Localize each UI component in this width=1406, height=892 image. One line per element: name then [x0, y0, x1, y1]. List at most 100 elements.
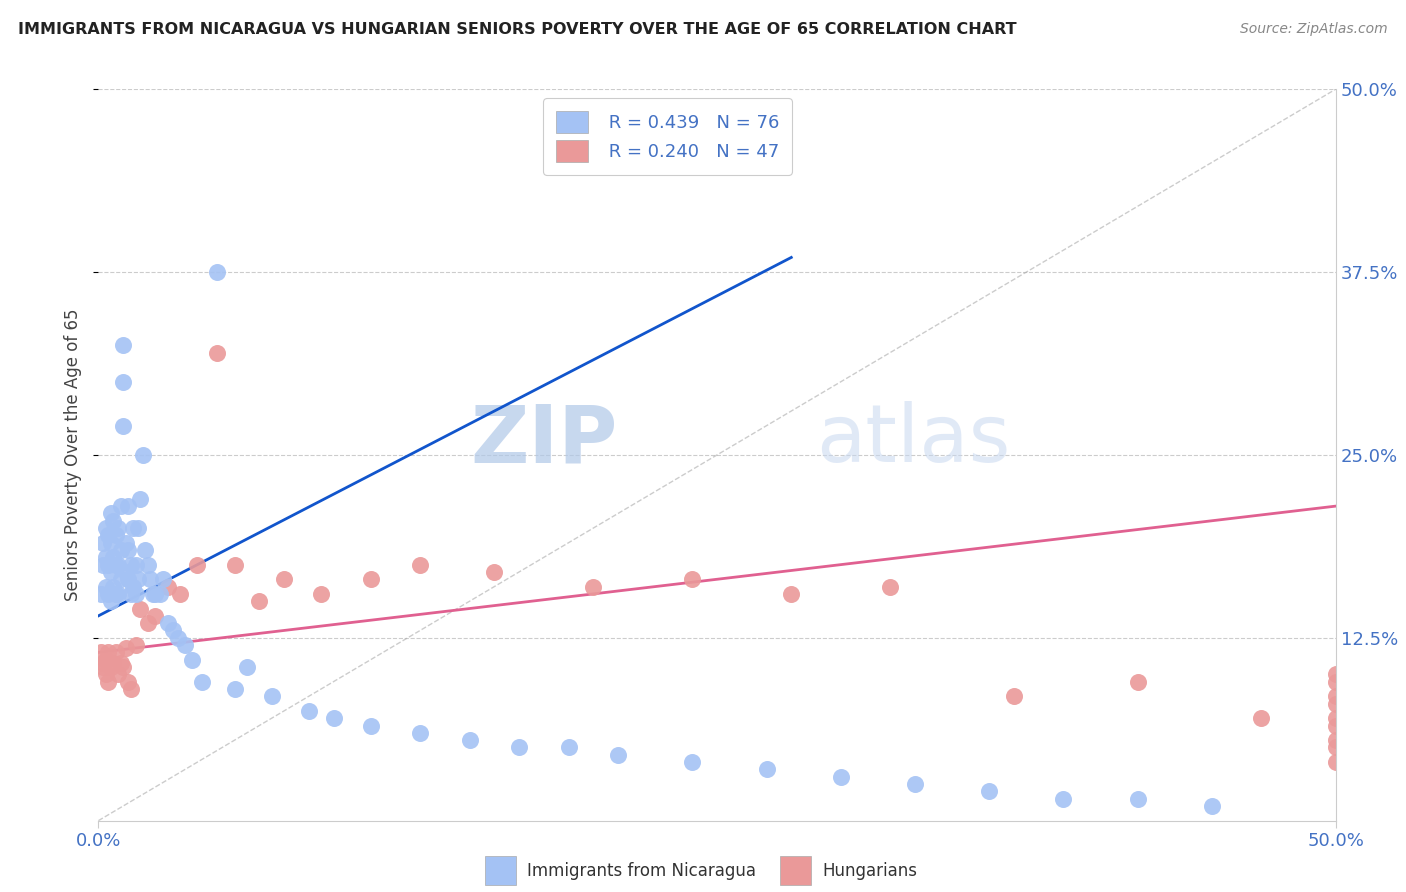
Point [322, 711, 344, 725]
Point [90, 587, 112, 601]
Point [1324, 733, 1347, 747]
Point [236, 660, 259, 674]
Point [143, 608, 166, 623]
Point [458, 733, 481, 747]
Point [174, 638, 197, 652]
Point [508, 740, 530, 755]
Point [360, 572, 382, 586]
Point [1126, 674, 1149, 689]
Point [103, 580, 125, 594]
Point [127, 521, 149, 535]
Point [90, 645, 112, 659]
Point [1324, 755, 1347, 769]
Point [114, 640, 136, 655]
Point [117, 499, 139, 513]
Point [114, 535, 136, 549]
Text: ZIP: ZIP [471, 401, 619, 479]
Point [132, 448, 155, 462]
Point [104, 528, 127, 542]
Point [166, 631, 188, 645]
Point [100, 507, 122, 521]
Point [1201, 799, 1223, 814]
Point [139, 572, 162, 586]
Point [93, 558, 115, 572]
Point [124, 558, 146, 572]
Point [298, 704, 321, 718]
Text: atlas: atlas [815, 401, 1011, 479]
Point [1324, 718, 1347, 732]
Point [582, 580, 605, 594]
Point [110, 656, 132, 670]
Point [260, 690, 283, 704]
Point [129, 601, 152, 615]
Point [127, 572, 149, 586]
Point [103, 550, 125, 565]
Point [1052, 791, 1074, 805]
Point [1324, 674, 1347, 689]
Point [205, 265, 228, 279]
Point [114, 565, 136, 579]
Point [136, 616, 159, 631]
Point [134, 543, 156, 558]
Y-axis label: Seniors Poverty Over the Age of 65: Seniors Poverty Over the Age of 65 [65, 309, 83, 601]
Text: Immigrants from Nicaragua: Immigrants from Nicaragua [527, 862, 756, 880]
Point [830, 770, 852, 784]
Point [484, 565, 506, 579]
Point [1324, 711, 1347, 725]
Point [181, 653, 204, 667]
Point [409, 558, 432, 572]
Point [110, 499, 132, 513]
Point [124, 587, 146, 601]
Point [97, 528, 120, 542]
Point [169, 587, 191, 601]
Point [100, 660, 122, 674]
Point [110, 572, 132, 586]
Point [309, 587, 332, 601]
Point [904, 777, 927, 791]
Point [100, 565, 122, 579]
Point [103, 514, 125, 528]
Point [103, 656, 125, 670]
Point [247, 594, 270, 608]
Point [191, 674, 214, 689]
Point [142, 587, 165, 601]
Point [110, 543, 132, 558]
Point [607, 747, 630, 762]
Point [149, 587, 172, 601]
Point [152, 572, 174, 586]
Point [94, 521, 117, 535]
Point [205, 345, 228, 359]
Point [107, 521, 129, 535]
Point [107, 558, 129, 572]
Point [122, 580, 145, 594]
Point [360, 718, 382, 732]
Point [557, 740, 579, 755]
Point [94, 550, 117, 565]
Point [117, 572, 139, 586]
Legend:  R = 0.439   N = 76,  R = 0.240   N = 47: R = 0.439 N = 76, R = 0.240 N = 47 [543, 98, 792, 175]
Point [979, 784, 1001, 798]
Point [780, 587, 803, 601]
Point [879, 580, 901, 594]
Point [1002, 690, 1025, 704]
Point [104, 587, 127, 601]
Point [97, 645, 120, 659]
Point [93, 656, 115, 670]
Point [97, 558, 120, 572]
Point [94, 653, 117, 667]
Point [94, 580, 117, 594]
Point [107, 667, 129, 681]
Point [162, 624, 184, 638]
Point [112, 660, 135, 674]
Point [112, 338, 135, 352]
Point [112, 418, 135, 433]
Text: Source: ZipAtlas.com: Source: ZipAtlas.com [1240, 22, 1388, 37]
Point [117, 674, 139, 689]
Point [97, 674, 120, 689]
Point [156, 616, 179, 631]
Point [755, 763, 778, 777]
Point [117, 543, 139, 558]
Point [107, 587, 129, 601]
Point [681, 755, 703, 769]
Point [224, 681, 246, 696]
